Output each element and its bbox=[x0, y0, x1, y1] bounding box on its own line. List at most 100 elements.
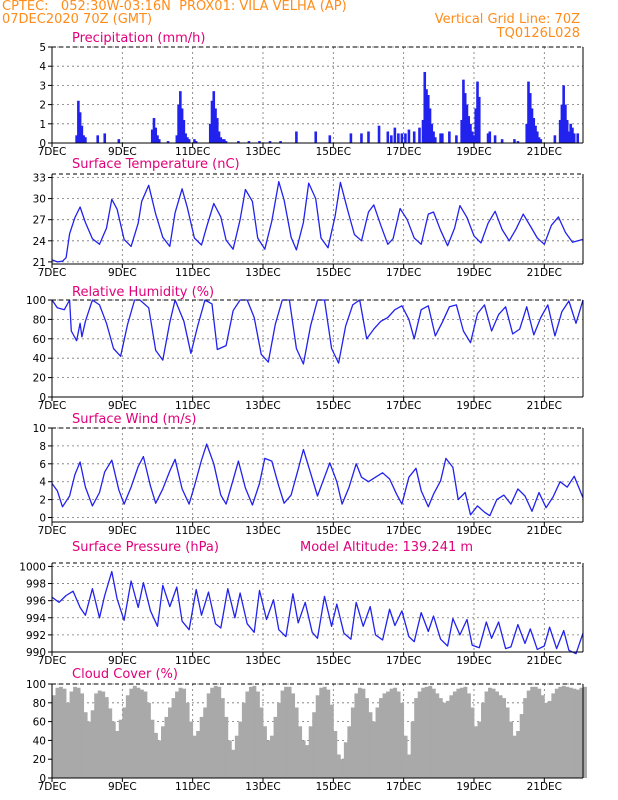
precip-bar bbox=[426, 95, 430, 143]
cloud-bar bbox=[87, 721, 92, 778]
cloud-bar bbox=[284, 686, 289, 778]
cloud-bar bbox=[533, 686, 538, 778]
cloud-bar bbox=[312, 712, 317, 778]
cloud-bar bbox=[544, 702, 549, 778]
x-tick-label: 7DEC bbox=[38, 146, 67, 158]
x-tick-label: 7DEC bbox=[38, 781, 67, 793]
grid bbox=[51, 174, 583, 264]
precip-bar bbox=[179, 91, 182, 143]
cloud-bar bbox=[547, 700, 552, 778]
cloud-bar bbox=[217, 686, 222, 778]
precip-bar bbox=[567, 131, 571, 143]
y-tick-label: 4 bbox=[39, 477, 46, 489]
cloud-bar bbox=[319, 687, 324, 778]
x-tick-label: 17DEC bbox=[386, 525, 421, 537]
cloud-bar bbox=[357, 687, 362, 778]
cloud-bar bbox=[157, 740, 162, 778]
precip-bar bbox=[184, 133, 187, 143]
x-tick-label: 13DEC bbox=[245, 400, 280, 412]
cloud-bar bbox=[266, 740, 271, 778]
cloud-bar bbox=[393, 687, 398, 778]
panel-2: 21 24 27 30 33 7DEC 9DEC 11DEC 13DEC 15DEC 17DEC 19… bbox=[33, 157, 584, 279]
cloud-bar bbox=[146, 702, 151, 778]
cloud-bar bbox=[530, 686, 535, 778]
precip-bar bbox=[412, 131, 416, 143]
precip-bar bbox=[467, 116, 471, 143]
precip-bar bbox=[500, 139, 504, 143]
y-tick-label: 20 bbox=[33, 373, 46, 385]
cloud-bar bbox=[273, 716, 278, 778]
cloud-bar bbox=[466, 693, 471, 778]
cloud-bar bbox=[410, 721, 415, 778]
y-tick-label: 20 bbox=[33, 754, 46, 766]
x-tick-label: 9DEC bbox=[108, 267, 137, 279]
precip-bar bbox=[360, 133, 363, 143]
cloud-bars bbox=[52, 685, 587, 778]
cloud-bar bbox=[182, 688, 187, 778]
cloud-bar bbox=[326, 689, 331, 778]
precip-bar bbox=[528, 93, 532, 143]
precip-bar bbox=[152, 118, 156, 143]
x-tick-label: 17DEC bbox=[386, 267, 421, 279]
cloud-bar bbox=[372, 721, 376, 778]
x-tick-label: 9DEC bbox=[108, 781, 137, 793]
cloud-bar bbox=[575, 689, 580, 778]
cloud-bar bbox=[248, 686, 253, 778]
cloud-bar bbox=[491, 688, 496, 778]
precip-bar bbox=[407, 129, 411, 143]
panel-5: 990 992 994 996 998 1000 7DEC 9DEC 11DEC 13DEC 15D… bbox=[19, 540, 584, 667]
cloud-bar bbox=[255, 691, 260, 778]
cloud-bar bbox=[407, 754, 412, 778]
y-tick-label: 996 bbox=[26, 596, 46, 608]
cloud-bar bbox=[52, 695, 56, 778]
precip-bars bbox=[75, 71, 580, 143]
precip-bar bbox=[78, 112, 82, 143]
x-tick-label: 19DEC bbox=[456, 655, 491, 667]
cloud-bar bbox=[115, 731, 120, 778]
panel-title: Precipitation (mm/h) bbox=[72, 31, 205, 46]
cloud-bar bbox=[470, 707, 475, 778]
precip-bar bbox=[214, 108, 217, 143]
cloud-bar bbox=[294, 707, 299, 778]
x-tick-label: 21DEC bbox=[527, 400, 562, 412]
cloud-bar bbox=[386, 691, 390, 778]
x-tick-label: 21DEC bbox=[527, 655, 562, 667]
cloud-bar bbox=[477, 721, 482, 778]
cloud-bar bbox=[554, 688, 559, 778]
panel-title: Surface Temperature (nC) bbox=[72, 157, 240, 172]
cloud-bar bbox=[561, 685, 566, 778]
precip-bar bbox=[187, 139, 191, 143]
cloud-bar bbox=[252, 685, 257, 778]
precip-bar bbox=[215, 118, 219, 143]
cloud-bar bbox=[178, 687, 183, 778]
y-tick-label: 21 bbox=[33, 257, 46, 269]
cloud-bar bbox=[241, 702, 246, 778]
cloud-bar bbox=[354, 693, 359, 778]
y-tick-label: 60 bbox=[33, 717, 46, 729]
precip-bar bbox=[117, 139, 121, 143]
y-tick-label: 2 bbox=[39, 100, 46, 112]
y-tick-label: 5 bbox=[39, 42, 46, 54]
cloud-bar bbox=[519, 714, 524, 778]
x-tick-label: 15DEC bbox=[316, 781, 351, 793]
precip-bar bbox=[247, 141, 251, 143]
precip-bar bbox=[96, 135, 100, 143]
panel-1: 0 1 2 3 4 5 7DEC 9DEC 11DEC 13DEC 15DEC 17DEC 19DEC 2… bbox=[38, 31, 584, 158]
cloud-bar bbox=[498, 695, 503, 778]
precip-bar bbox=[560, 104, 564, 143]
cloud-bar bbox=[161, 726, 165, 778]
header-date: 07DEC2020 70Z (GMT) bbox=[2, 12, 153, 27]
series-line bbox=[51, 443, 584, 517]
precip-bar bbox=[455, 135, 458, 143]
precip-bar bbox=[156, 135, 159, 143]
x-tick-label: 21DEC bbox=[527, 525, 562, 537]
y-tick-label: 10 bbox=[33, 423, 46, 435]
cloud-bar bbox=[73, 686, 78, 778]
cloud-bar bbox=[526, 690, 531, 778]
precip-bar bbox=[513, 139, 516, 143]
cloud-bar bbox=[97, 690, 102, 778]
header-grid-line: Vertical Grid Line: 70Z bbox=[434, 12, 580, 27]
precip-bar bbox=[258, 141, 261, 143]
cloud-bar bbox=[452, 691, 457, 778]
precip-bar bbox=[539, 139, 543, 143]
